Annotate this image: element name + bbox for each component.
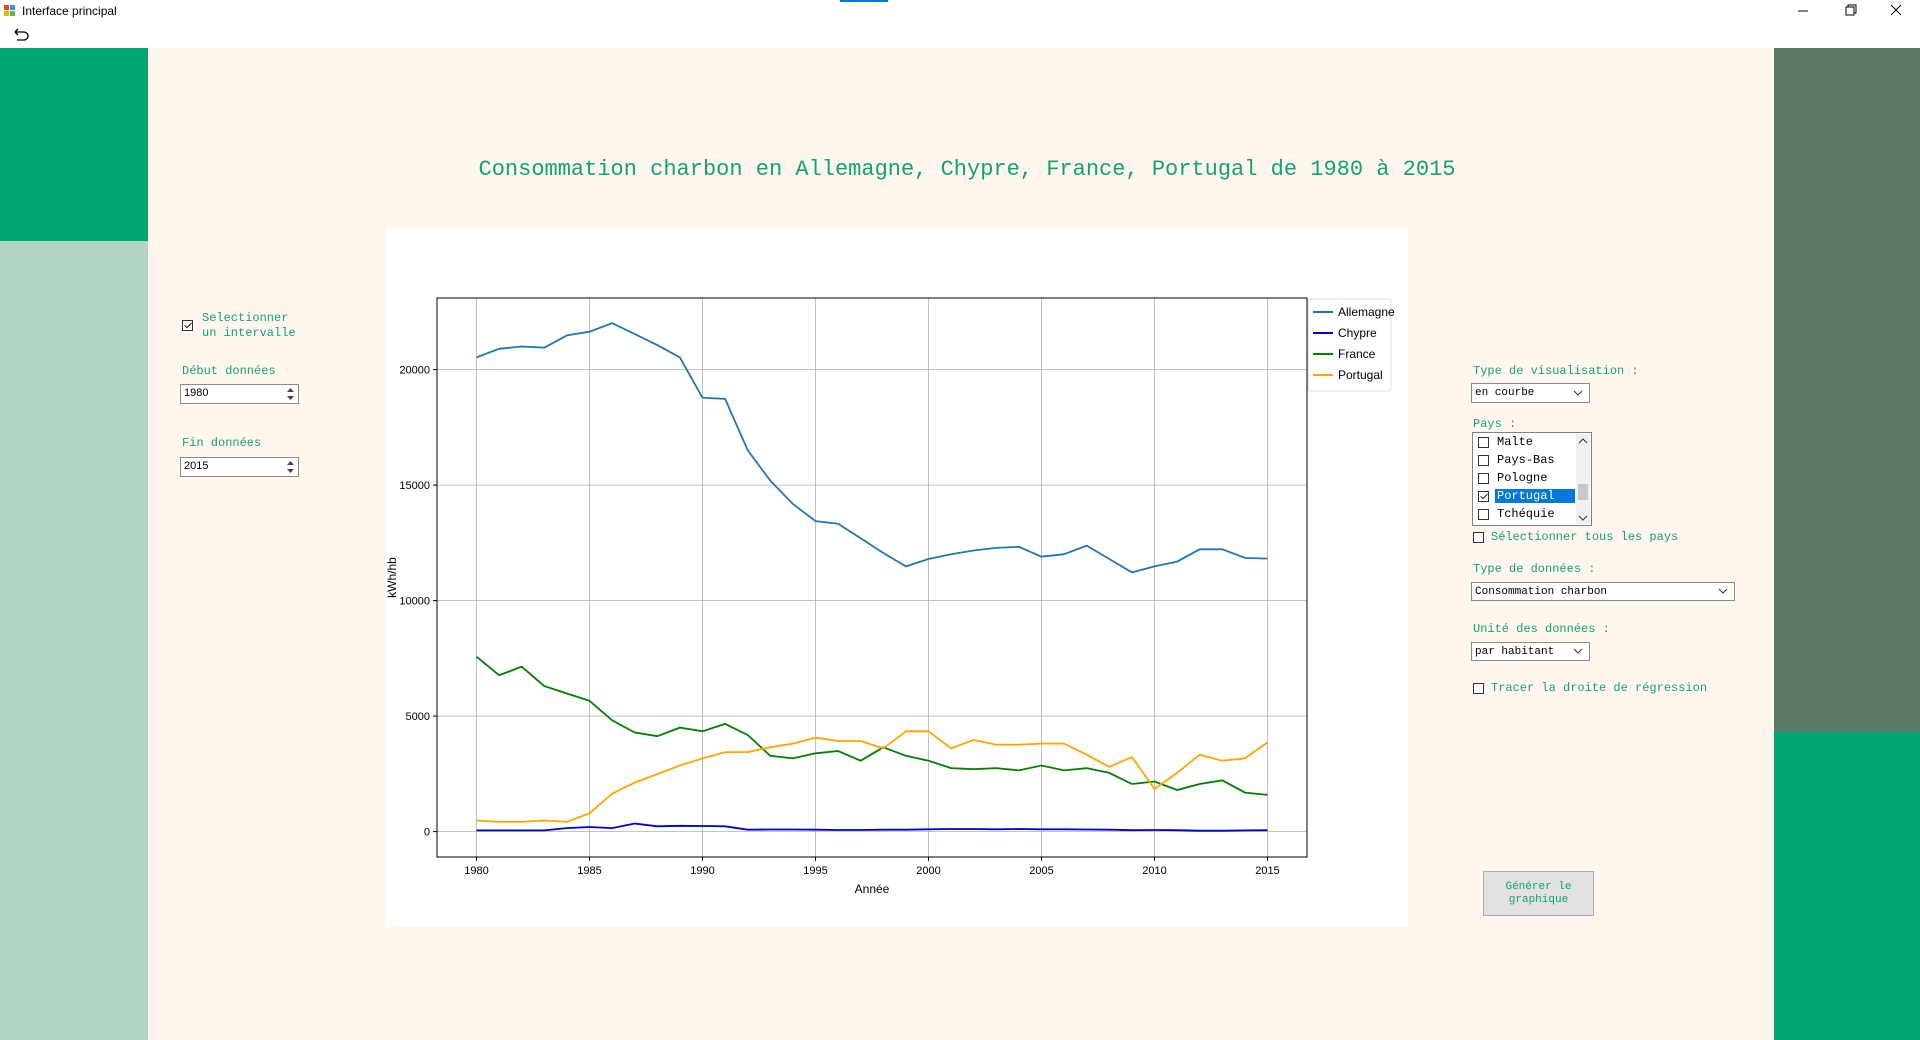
country-item[interactable]: Malte <box>1475 434 1575 452</box>
legend-box <box>1307 298 1392 392</box>
series-line <box>476 822 1268 832</box>
country-checkbox[interactable] <box>1478 455 1489 466</box>
x-tick-label: 1980 <box>464 865 488 877</box>
x-tick-label: 1995 <box>803 865 827 877</box>
start-label: Début données <box>182 364 276 378</box>
end-value: 2015 <box>184 460 209 472</box>
generate-label: Générer le graphique <box>1505 880 1572 906</box>
left-panel-bottom <box>0 241 148 1040</box>
country-checkbox[interactable] <box>1478 437 1489 448</box>
end-label: Fin données <box>182 436 262 450</box>
scrollbar[interactable] <box>1576 434 1590 524</box>
y-tick-label: 10000 <box>399 596 430 608</box>
right-panel-top <box>1774 48 1920 732</box>
start-value: 1980 <box>184 387 209 399</box>
unit-select[interactable]: par habitant <box>1471 642 1590 661</box>
window-title: Interface principal <box>22 4 117 18</box>
dropdown-arrow <box>1573 390 1583 396</box>
unit-value: par habitant <box>1475 646 1555 658</box>
country-checkbox[interactable] <box>1478 509 1489 520</box>
visualisation-select[interactable]: en courbe <box>1471 383 1590 403</box>
legend-label: Portugal <box>1338 368 1383 382</box>
country-checkbox[interactable] <box>1478 473 1489 484</box>
title-bar: Interface principal <box>0 0 1920 22</box>
y-tick-label: 15000 <box>399 480 430 492</box>
dropdown-arrow <box>1573 648 1583 654</box>
end-input[interactable]: 2015 <box>180 457 299 477</box>
plot-frame <box>436 297 1308 858</box>
tab-indicator <box>840 0 888 2</box>
legend-label: Chypre <box>1338 326 1377 340</box>
data-type-label: Type de données : <box>1473 562 1596 576</box>
y-axis-label: kWh/hb <box>386 557 399 598</box>
start-input[interactable]: 1980 <box>180 384 299 404</box>
y-tick-label: 0 <box>424 827 430 839</box>
app-icon <box>4 5 15 16</box>
chart-heading: Consommation charbon en Allemagne, Chypr… <box>478 157 1456 182</box>
select-all-label[interactable]: Sélectionner tous les pays <box>1491 530 1679 544</box>
visualisation-value: en courbe <box>1475 387 1535 399</box>
country-item[interactable]: Pologne <box>1475 470 1575 488</box>
end-spinner[interactable] <box>284 459 297 475</box>
y-tick-label: 20000 <box>399 365 430 377</box>
country-name: Tchéquie <box>1497 507 1555 521</box>
data-type-select[interactable]: Consommation charbon <box>1471 582 1735 601</box>
restore[interactable] <box>1845 6 1855 16</box>
visualisation-label: Type de visualisation : <box>1473 364 1639 378</box>
back-button[interactable] <box>10 27 32 43</box>
right-panel-bottom <box>1774 732 1920 1040</box>
x-tick-label: 2005 <box>1029 865 1053 877</box>
country-name: Malte <box>1497 435 1534 449</box>
toolbar <box>0 22 1920 49</box>
x-tick-label: 2015 <box>1255 865 1279 877</box>
left-panel-top <box>0 48 148 241</box>
close[interactable] <box>1890 4 1902 16</box>
x-tick-label: 1985 <box>577 865 601 877</box>
series-line <box>475 656 1268 796</box>
window-controls[interactable] <box>1780 0 1920 22</box>
x-tick-label: 2000 <box>916 865 940 877</box>
select-all-checkbox[interactable] <box>1473 532 1484 543</box>
unit-label: Unité des données : <box>1473 622 1610 636</box>
countries-label: Pays : <box>1473 417 1517 431</box>
start-spinner[interactable] <box>284 386 297 402</box>
country-item[interactable]: Portugal <box>1475 488 1575 506</box>
country-item[interactable]: Tchéquie <box>1475 506 1575 524</box>
interval-checkbox[interactable] <box>182 320 193 331</box>
country-checkbox[interactable] <box>1478 491 1489 502</box>
y-tick-label: 5000 <box>406 711 430 723</box>
dropdown-arrow <box>1718 588 1728 594</box>
country-item[interactable]: Pays-Bas <box>1475 452 1575 470</box>
x-tick-label: 1990 <box>690 865 714 877</box>
legend-label: Allemagne <box>1338 305 1395 319</box>
data-type-value: Consommation charbon <box>1475 586 1608 598</box>
regression-label[interactable]: Tracer la droite de régression <box>1491 681 1708 695</box>
x-axis-label: Année <box>855 882 890 896</box>
regression-checkbox[interactable] <box>1473 683 1484 694</box>
country-name: Pologne <box>1497 471 1548 485</box>
chart: 1980 1985 1990 1995 2000 2005 2010 2015 0 5000 100… <box>386 228 1408 927</box>
interval-label[interactable]: Selectionner un intervalle <box>202 311 296 340</box>
series-line <box>476 730 1269 823</box>
legend-label: France <box>1338 347 1376 361</box>
country-list[interactable]: Malte Pays-Bas Pologne Portugal Tchéquie <box>1472 432 1592 526</box>
x-tick-label: 2010 <box>1142 865 1166 877</box>
country-name: Portugal <box>1495 489 1575 503</box>
generate-button[interactable]: Générer le graphique <box>1483 871 1594 916</box>
country-name: Pays-Bas <box>1497 453 1555 467</box>
series-line <box>476 322 1268 574</box>
